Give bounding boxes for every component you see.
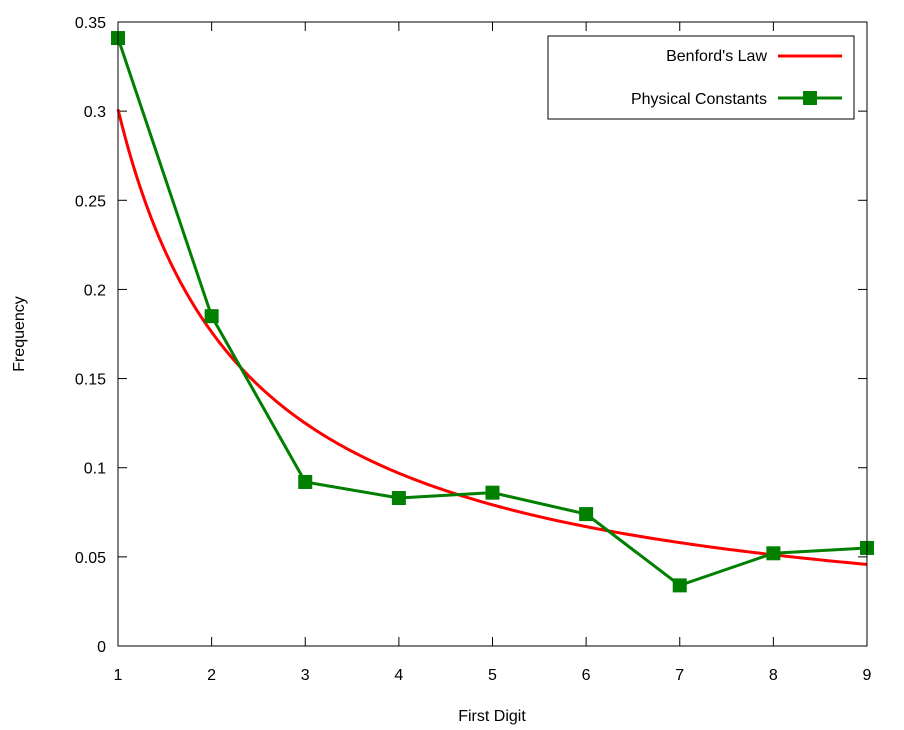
y-tick-label: 0.2 [84, 282, 106, 299]
y-tick-label: 0.35 [75, 15, 106, 32]
legend-marker-physical-constants [803, 91, 817, 105]
x-tick-label: 5 [488, 667, 497, 684]
y-tick-label: 0.05 [75, 550, 106, 567]
physical-constants-point [766, 546, 781, 561]
x-tick-label: 6 [582, 667, 591, 684]
y-tick-label: 0 [97, 639, 106, 656]
y-tick-label: 0.25 [75, 193, 106, 210]
physical-constants-point [391, 491, 406, 506]
physical-constants-point [672, 578, 687, 593]
plot-frame [117, 21, 868, 647]
y-axis-label: Frequency [11, 296, 28, 372]
y-tick-label: 0.1 [84, 461, 106, 478]
x-axis-label: First Digit [458, 708, 526, 725]
x-tick-label: 7 [675, 667, 684, 684]
legend-label-physical-constants: Physical Constants [631, 91, 767, 108]
legend: Benford's Law Physical Constants [547, 35, 855, 120]
legend-label-benford: Benford's Law [666, 48, 767, 65]
tick-labels: 1 2 3 4 5 6 7 8 9 0 0.05 0.1 0.15 0.2 0.25 0.3 0.35 [75, 15, 872, 684]
x-tick-label: 9 [863, 667, 872, 684]
x-tick-label: 1 [114, 667, 123, 684]
y-tick-label: 0.3 [84, 104, 106, 121]
physical-constants-point [204, 309, 219, 324]
physical-constants-point [298, 474, 313, 489]
legend-box [547, 35, 855, 120]
x-tick-label: 3 [301, 667, 310, 684]
x-tick-label: 8 [769, 667, 778, 684]
y-tick-label: 0.15 [75, 372, 106, 389]
physical-constants-point [485, 485, 500, 500]
x-tick-label: 4 [394, 667, 403, 684]
physical-constants-point [579, 507, 594, 522]
x-tick-label: 2 [207, 667, 216, 684]
plot-series [111, 31, 874, 593]
